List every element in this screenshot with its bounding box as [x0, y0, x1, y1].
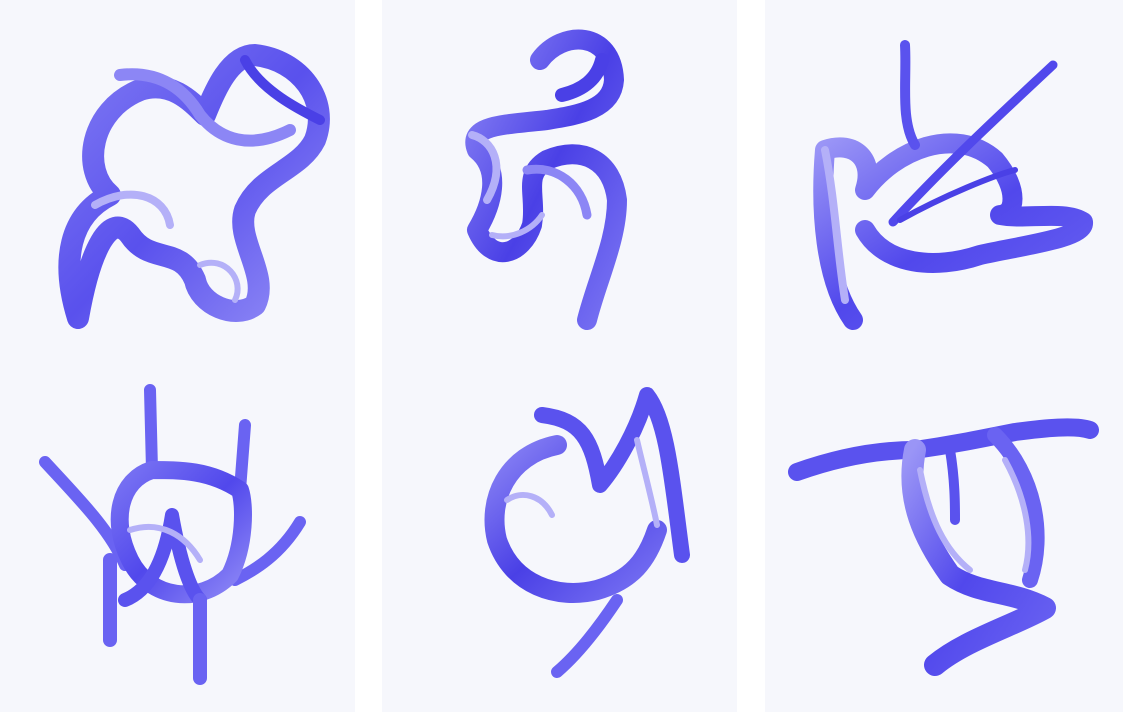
- sculpture-bottom-left: [39, 384, 306, 685]
- sculpture-top-right: [813, 40, 1093, 330]
- panel-left: [0, 0, 355, 712]
- panel-middle-artwork: [465, 29, 690, 678]
- sculpture-bottom-middle: [484, 387, 690, 678]
- sculpture-top-middle: [465, 29, 627, 330]
- panel-middle: [382, 0, 737, 712]
- panel-right-artwork: [788, 40, 1099, 676]
- panel-right: [765, 0, 1123, 712]
- sculpture-top-left: [58, 44, 330, 329]
- panel-left-artwork: [39, 44, 330, 685]
- sculpture-bottom-right: [788, 418, 1099, 676]
